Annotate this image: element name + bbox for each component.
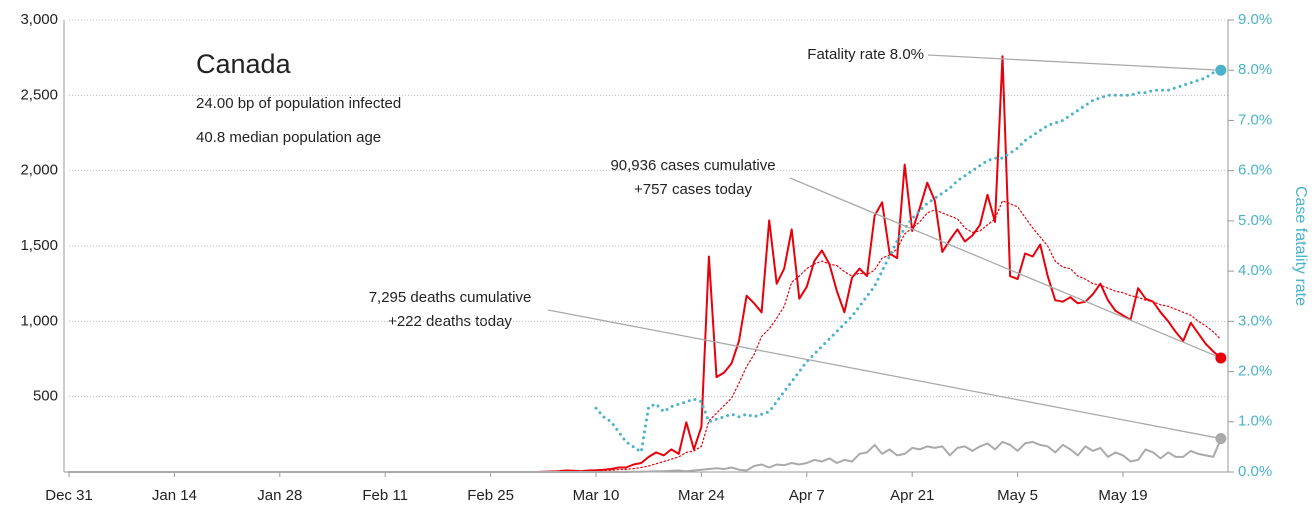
annotation: Fatality rate 8.0%: [807, 46, 924, 63]
x-tick-label: May 19: [1098, 487, 1147, 504]
annotation: 90,936 cases cumulative: [610, 157, 775, 174]
y2-tick-label: 1.0%: [1238, 413, 1272, 430]
leader-line: [547, 309, 1221, 440]
y-tick-label: 1,000: [20, 312, 58, 329]
y-tick-label: 3,000: [20, 11, 58, 28]
x-tick-label: Feb 11: [362, 487, 408, 504]
y2-tick-label: 6.0%: [1238, 162, 1272, 179]
series-line: [68, 437, 1222, 473]
y2-tick-label: 5.0%: [1238, 212, 1272, 229]
y-tick-label: 2,500: [20, 86, 58, 103]
end-dot: [1215, 352, 1227, 364]
x-tick-label: Apr 7: [789, 487, 825, 504]
y2-tick-label: 7.0%: [1238, 111, 1272, 128]
end-dot: [1215, 64, 1227, 76]
leader-line: [927, 54, 1221, 71]
y2-tick-label: 0.0%: [1238, 463, 1272, 480]
annotation: +757 cases today: [634, 181, 753, 198]
y2-tick-label: 2.0%: [1238, 363, 1272, 380]
y-tick-label: 1,500: [20, 237, 58, 254]
leader-line: [789, 177, 1222, 359]
chart-title: Canada: [196, 49, 292, 79]
subtitle: 24.00 bp of population infected: [196, 95, 401, 112]
y-tick-label: 2,000: [20, 162, 58, 179]
x-tick-label: Mar 10: [573, 487, 620, 504]
y2-tick-label: 9.0%: [1238, 11, 1272, 28]
x-tick-label: Feb 25: [467, 487, 514, 504]
annotation: 7,295 deaths cumulative: [369, 289, 532, 306]
y2-tick-label: 3.0%: [1238, 312, 1272, 329]
y-tick-label: 500: [33, 388, 58, 405]
x-tick-label: May 5: [997, 487, 1038, 504]
x-tick-label: Jan 14: [152, 487, 197, 504]
y2-tick-label: 4.0%: [1238, 262, 1272, 279]
end-dot: [1215, 433, 1227, 445]
series-line: [594, 68, 1223, 454]
x-tick-label: Jan 28: [257, 487, 302, 504]
x-tick-label: Mar 24: [678, 487, 725, 504]
series-line: [68, 55, 1222, 473]
x-tick-label: Apr 21: [890, 487, 934, 504]
subtitle: 40.8 median population age: [196, 129, 381, 146]
x-tick-label: Dec 31: [45, 487, 93, 504]
y2-tick-label: 8.0%: [1238, 61, 1272, 78]
y2-axis-label: Case fatality rate: [1292, 186, 1309, 306]
